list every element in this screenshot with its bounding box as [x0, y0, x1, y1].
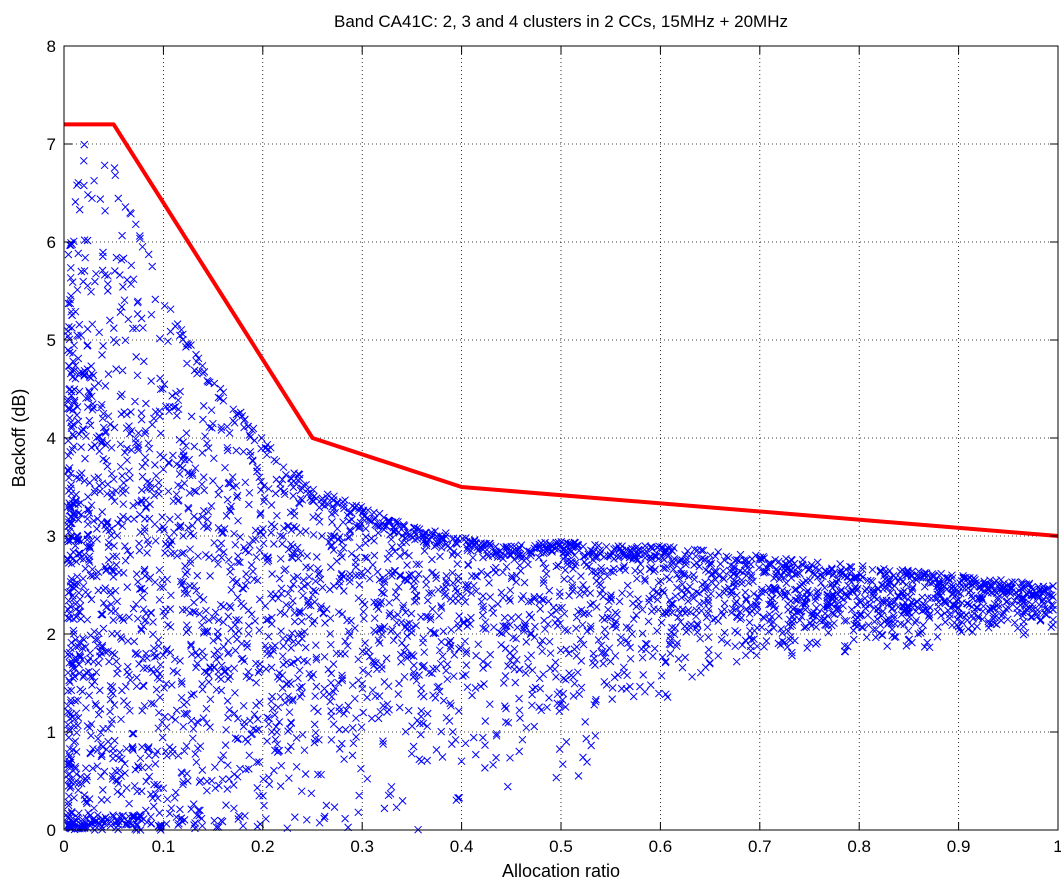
y-tick-label: 2 — [47, 625, 56, 644]
y-tick-label: 5 — [47, 331, 56, 350]
x-tick-label: 0.2 — [251, 837, 275, 856]
y-axis-label: Backoff (dB) — [9, 389, 29, 488]
x-axis-label: Allocation ratio — [502, 861, 620, 881]
x-tick-labels: 0 0.1 0.2 0.3 0.4 0.5 0.6 0.7 0.8 0.9 1 — [59, 837, 1061, 856]
y-tick-label: 4 — [47, 429, 56, 448]
y-tick-label: 6 — [47, 233, 56, 252]
y-tick-label: 0 — [47, 821, 56, 840]
scatter-points — [64, 140, 1057, 834]
limit-line-series — [64, 122, 1059, 538]
x-tick-label: 0.5 — [549, 837, 573, 856]
x-tick-label: 0.6 — [649, 837, 673, 856]
x-tick-label: 0.8 — [847, 837, 871, 856]
y-tick-label: 8 — [47, 37, 56, 56]
x-tick-label: 0.1 — [152, 837, 176, 856]
x-tick-label: 0.4 — [450, 837, 474, 856]
y-tick-labels: 0 1 2 3 4 5 6 7 8 — [47, 37, 56, 840]
x-tick-label: 0.9 — [947, 837, 971, 856]
y-tick-label: 3 — [47, 527, 56, 546]
chart-title: Band CA41C: 2, 3 and 4 clusters in 2 CCs… — [334, 12, 788, 31]
x-tick-label: 0.7 — [748, 837, 772, 856]
x-tick-label: 0 — [59, 837, 68, 856]
x-tick-label: 1 — [1053, 837, 1061, 856]
limit-line — [64, 122, 1059, 538]
y-tick-label: 7 — [47, 135, 56, 154]
y-tick-label: 1 — [47, 723, 56, 742]
axis-ticks — [63, 45, 1059, 831]
scatter-series — [64, 140, 1057, 834]
x-tick-label: 0.3 — [350, 837, 374, 856]
